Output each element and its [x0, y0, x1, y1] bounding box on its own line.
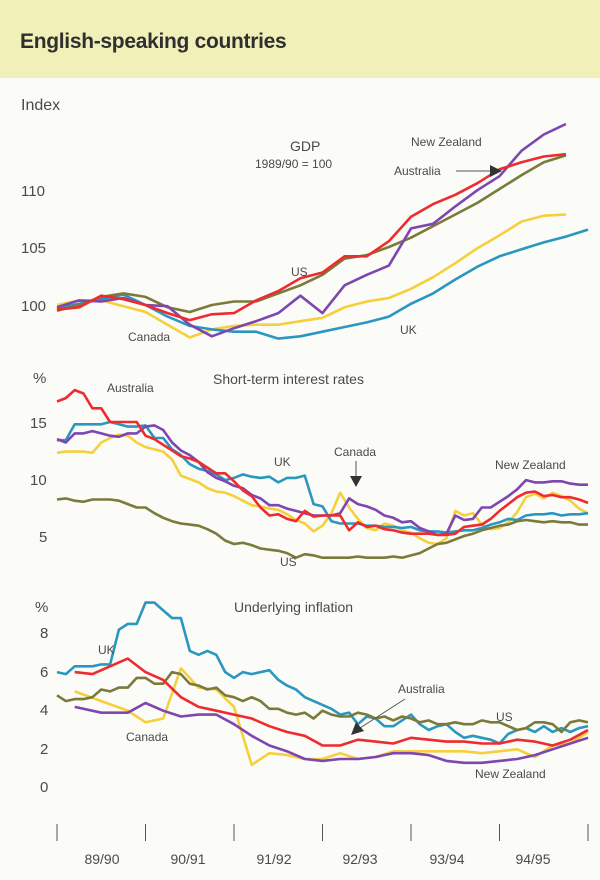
interest-label-uk: UK: [274, 455, 291, 469]
gdp-ylabel: Index: [21, 97, 60, 114]
interest-tick-5: 5: [39, 529, 47, 546]
interest-ylabel: %: [33, 370, 46, 387]
gdp-tick-105: 105: [21, 240, 46, 257]
inflation-series-australia: [74, 657, 589, 747]
gdp-series-australia: [56, 152, 567, 322]
x-axis-ticks: [56, 824, 589, 841]
inflation-series-new-zealand: [74, 701, 589, 765]
gdp-tick-110: 110: [21, 183, 45, 200]
x-tick-label-89-90: 89/90: [84, 851, 119, 867]
interest-title: Short-term interest rates: [213, 371, 364, 387]
gdp-series-new-zealand: [56, 122, 567, 338]
gdp-australia-arrowhead: [490, 165, 502, 177]
gdp-series-us: [56, 154, 567, 314]
gdp-subtitle: 1989/90 = 100: [255, 157, 332, 171]
header-band: English-speaking countries: [0, 0, 600, 78]
inflation-title: Underlying inflation: [234, 599, 353, 615]
inflation-tick-2: 2: [40, 741, 48, 758]
interest-series-us: [56, 497, 588, 560]
series-lines: [56, 122, 589, 767]
inflation-ylabel: %: [35, 599, 48, 616]
interest-label-canada: Canada: [334, 445, 376, 459]
inflation-australia-arrow: [359, 698, 406, 729]
inflation-label-canada: Canada: [126, 730, 168, 744]
inflation-label-new-zealand: New Zealand: [475, 767, 546, 781]
inflation-australia-arrowhead: [351, 722, 364, 735]
inflation-tick-4: 4: [40, 702, 48, 719]
interest-tick-15: 15: [30, 415, 47, 432]
interest-tick-10: 10: [30, 472, 47, 489]
interest-series-australia: [56, 388, 589, 537]
inflation-label-uk: UK: [98, 643, 115, 657]
interest-label-australia: Australia: [107, 381, 154, 395]
gdp-tick-100: 100: [21, 298, 46, 315]
x-tick-label-91-92: 91/92: [256, 851, 291, 867]
gdp-series-canada: [56, 213, 566, 339]
inflation-label-us: US: [496, 710, 513, 724]
x-tick-label-94-95: 94/95: [515, 851, 550, 867]
gdp-label-canada: Canada: [128, 330, 170, 344]
gdp-title: GDP: [290, 138, 320, 154]
interest-label-new-zealand: New Zealand: [495, 458, 566, 472]
inflation-series-us: [56, 670, 589, 734]
inflation-tick-6: 6: [40, 664, 48, 681]
page-title: English-speaking countries: [20, 30, 287, 53]
gdp-label-new-zealand: New Zealand: [411, 135, 482, 149]
gdp-label-uk: UK: [400, 323, 417, 337]
inflation-tick-0: 0: [40, 779, 48, 796]
x-tick-label-93-94: 93/94: [429, 851, 464, 867]
gdp-label-australia: Australia: [394, 164, 441, 178]
inflation-label-australia: Australia: [398, 682, 445, 696]
interest-label-us: US: [280, 555, 297, 569]
interest-canada-arrowhead: [350, 476, 362, 487]
interest-series-canada: [56, 433, 589, 546]
x-tick-label-90-91: 90/91: [170, 851, 205, 867]
gdp-label-us: US: [291, 265, 308, 279]
inflation-tick-8: 8: [40, 625, 48, 642]
gdp-series-uk: [56, 228, 589, 340]
x-tick-label-92-93: 92/93: [342, 851, 377, 867]
inflation-series-canada: [74, 666, 589, 767]
